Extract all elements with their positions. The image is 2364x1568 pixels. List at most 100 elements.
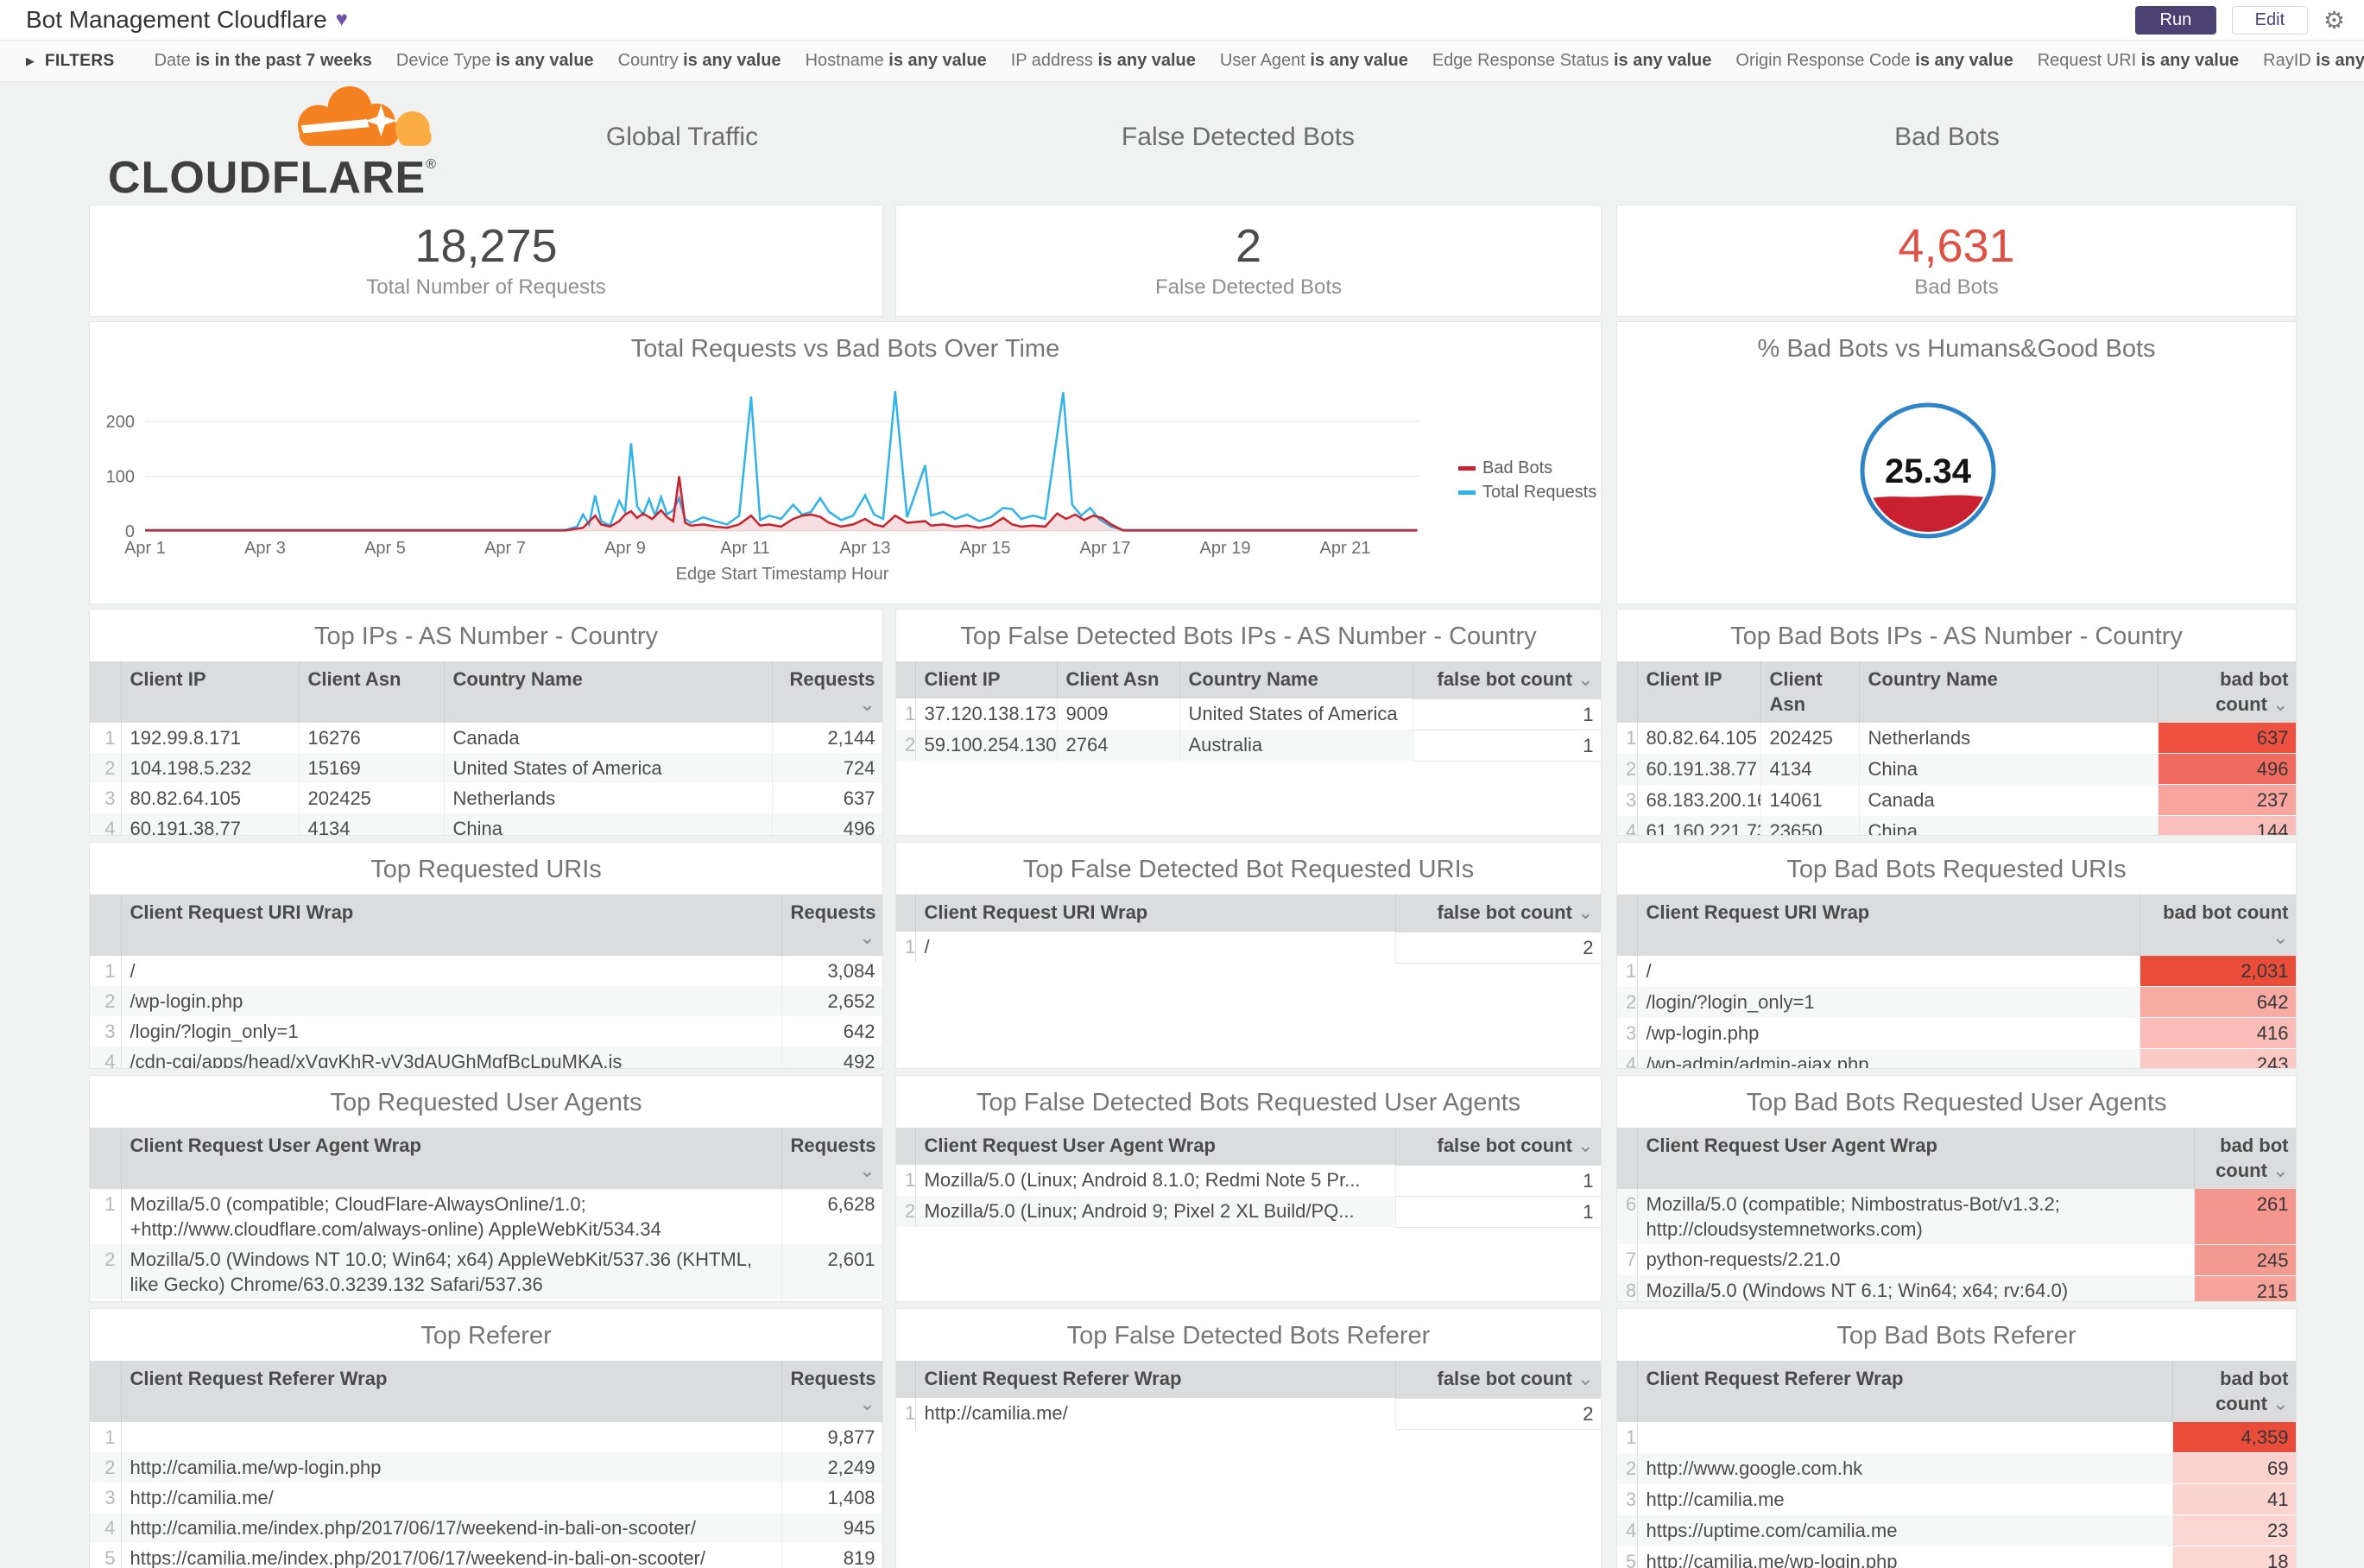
table-row: 5 https://camilia.me/index.php/2017/06/17… bbox=[90, 1543, 882, 1568]
column-header[interactable]: Client Request Referer Wrap bbox=[121, 1361, 782, 1423]
row-number: 1 bbox=[1617, 956, 1638, 987]
table-cell: 202425 bbox=[299, 783, 445, 814]
row-number: 2 bbox=[1617, 986, 1638, 1018]
column-header[interactable]: Client Request URI Wrap bbox=[915, 895, 1396, 933]
column-header[interactable]: false bot count ⌄ bbox=[1395, 1361, 1601, 1399]
table-cell: 4,359 bbox=[2172, 1422, 2296, 1454]
table-cell: / bbox=[915, 932, 1396, 964]
column-header[interactable]: bad bot count ⌄ bbox=[2158, 661, 2296, 724]
filter-item[interactable]: Hostname is any value bbox=[806, 51, 987, 71]
table-row: 1 Mozilla/5.0 (compatible; CloudFlare-Alw… bbox=[90, 1189, 882, 1245]
table-cell: 2764 bbox=[1057, 730, 1180, 762]
column-header[interactable]: bad bot count ⌄ bbox=[2172, 1361, 2296, 1423]
table-cell: China bbox=[1859, 753, 2159, 785]
x-axis-tick: Apr 15 bbox=[960, 539, 1011, 558]
column-header[interactable]: Client Request User Agent Wrap bbox=[915, 1128, 1396, 1166]
column-header[interactable]: Client IP bbox=[1637, 661, 1761, 724]
sort-caret-icon: ⌄ bbox=[2266, 1392, 2289, 1414]
filter-item[interactable]: Edge Response Status is any value bbox=[1432, 51, 1712, 71]
table-row: 1 80.82.64.105 202425 Netherlands 637 bbox=[1617, 723, 2296, 755]
column-header[interactable]: Requests ⌄ bbox=[781, 1128, 882, 1190]
column-header[interactable]: Country Name bbox=[444, 661, 773, 724]
chevron-right-icon[interactable]: ▶ bbox=[26, 54, 35, 67]
column-header[interactable]: Country Name bbox=[1179, 661, 1413, 699]
column-header[interactable]: Client Request User Agent Wrap bbox=[121, 1128, 782, 1190]
table-cell: 69 bbox=[2172, 1452, 2296, 1485]
column-header[interactable]: bad bot count ⌄ bbox=[2140, 895, 2296, 957]
column-header[interactable]: Requests ⌄ bbox=[781, 895, 882, 957]
table-cell: 1 bbox=[1412, 729, 1601, 762]
table-cell: 202425 bbox=[1760, 723, 1860, 754]
row-number: 2 bbox=[1617, 753, 1638, 785]
row-number-header bbox=[896, 661, 916, 699]
table-cell: 18 bbox=[2172, 1546, 2296, 1568]
page-title: Bot Management Cloudflare ♥ bbox=[26, 6, 348, 34]
kpi-value: 4,631 bbox=[1898, 219, 2015, 272]
filter-item[interactable]: Device Type is any value bbox=[396, 51, 594, 71]
column-header[interactable]: Country Name bbox=[1859, 661, 2159, 724]
table-title: Top Requested URIs bbox=[370, 856, 602, 883]
table-row: 3 http://camilia.me/1,408 bbox=[90, 1483, 882, 1514]
edit-button[interactable]: Edit bbox=[2231, 6, 2308, 35]
row-number: 4 bbox=[90, 1046, 122, 1068]
filters-label[interactable]: FILTERS bbox=[45, 51, 115, 70]
column-header[interactable]: Client Request Referer Wrap bbox=[915, 1361, 1396, 1399]
sort-caret-icon: ⌄ bbox=[859, 1392, 875, 1414]
row-number-header bbox=[90, 1361, 122, 1423]
table-cell: Mozilla/5.0 (compatible; CloudFlare-Alwa… bbox=[121, 1189, 782, 1245]
filter-item[interactable]: Origin Response Code is any value bbox=[1735, 51, 2013, 71]
column-header-label: Client IP bbox=[924, 668, 1001, 690]
column-header[interactable]: Client Request User Agent Wrap bbox=[1637, 1128, 2195, 1190]
filter-item[interactable]: User Agent is any value bbox=[1220, 51, 1408, 71]
filter-condition: is any value bbox=[1092, 51, 1196, 70]
run-button[interactable]: Run bbox=[2134, 6, 2216, 35]
x-axis-tick: Apr 7 bbox=[484, 539, 526, 558]
gear-icon[interactable]: ⚙ bbox=[2323, 6, 2345, 34]
column-header-label: false bot count bbox=[1437, 668, 1572, 690]
table-cell: 68.183.200.167 bbox=[1637, 784, 1761, 816]
column-header-label: Client IP bbox=[130, 668, 206, 690]
table-cell: 945 bbox=[781, 1513, 882, 1544]
column-header[interactable]: Client Asn bbox=[1760, 661, 1860, 724]
column-header[interactable]: Client IP bbox=[121, 661, 300, 724]
table-cell: Mozilla/5.0 (Linux; Android 9; Pixel 2 X… bbox=[915, 1196, 1396, 1228]
table-cell: /login/?login_only=1 bbox=[121, 1016, 782, 1047]
row-number: 1 bbox=[896, 932, 916, 964]
table-row: 2 104.198.5.232 15169 United States of Amer… bbox=[90, 753, 882, 784]
column-header[interactable]: Client Request Referer Wrap bbox=[1637, 1361, 2173, 1423]
column-header-label: bad bot count bbox=[2215, 1368, 2289, 1414]
row-number: 2 bbox=[90, 753, 122, 784]
column-header[interactable]: Requests ⌄ bbox=[772, 661, 882, 724]
filter-item[interactable]: RayID is any value bbox=[2263, 51, 2364, 71]
row-number: 1 bbox=[896, 699, 916, 730]
column-header-label: bad bot count bbox=[2163, 901, 2289, 923]
filter-condition: is any value bbox=[2136, 51, 2240, 70]
legend-label: Bad Bots bbox=[1482, 458, 1552, 477]
column-header[interactable]: Requests ⌄ bbox=[781, 1361, 882, 1423]
table-title: Top False Detected Bots Referer bbox=[1066, 1322, 1431, 1350]
row-number-header bbox=[896, 895, 916, 933]
filter-item[interactable]: Request URI is any value bbox=[2038, 51, 2239, 71]
filter-item[interactable]: Country is any value bbox=[618, 51, 781, 71]
table-row: 2 http://camilia.me/wp-login.php 2,249 bbox=[90, 1452, 882, 1483]
table-row: 3 http://camilia.me 41 bbox=[1617, 1483, 2296, 1516]
column-header[interactable]: Client Request URI Wrap bbox=[1637, 895, 2140, 957]
table-cell: 243 bbox=[2140, 1048, 2296, 1068]
table-row: 4/wp-admin/admin-ajax.php 243 bbox=[1617, 1048, 2296, 1068]
sort-caret-icon: ⌄ bbox=[1571, 901, 1594, 923]
column-header[interactable]: false bot count ⌄ bbox=[1413, 661, 1601, 699]
column-header[interactable]: Client Asn bbox=[299, 661, 445, 724]
column-header[interactable]: false bot count ⌄ bbox=[1395, 895, 1601, 933]
column-header-label: Client IP bbox=[1646, 668, 1722, 690]
column-header[interactable]: bad bot count ⌄ bbox=[2194, 1128, 2296, 1190]
row-number: 1 bbox=[90, 1422, 122, 1453]
column-header[interactable]: Client IP bbox=[915, 661, 1058, 699]
filter-item[interactable]: Date is in the past 7 weeks bbox=[155, 51, 372, 71]
filter-item[interactable]: IP address is any value bbox=[1011, 51, 1196, 71]
table-cell: 1 bbox=[1412, 698, 1601, 730]
column-header-label: false bot count bbox=[1437, 901, 1572, 923]
column-header[interactable]: Client Request URI Wrap bbox=[121, 895, 782, 957]
x-axis-tick: Apr 11 bbox=[720, 539, 769, 558]
column-header[interactable]: false bot count ⌄ bbox=[1395, 1128, 1601, 1166]
column-header[interactable]: Client Asn bbox=[1057, 661, 1180, 699]
